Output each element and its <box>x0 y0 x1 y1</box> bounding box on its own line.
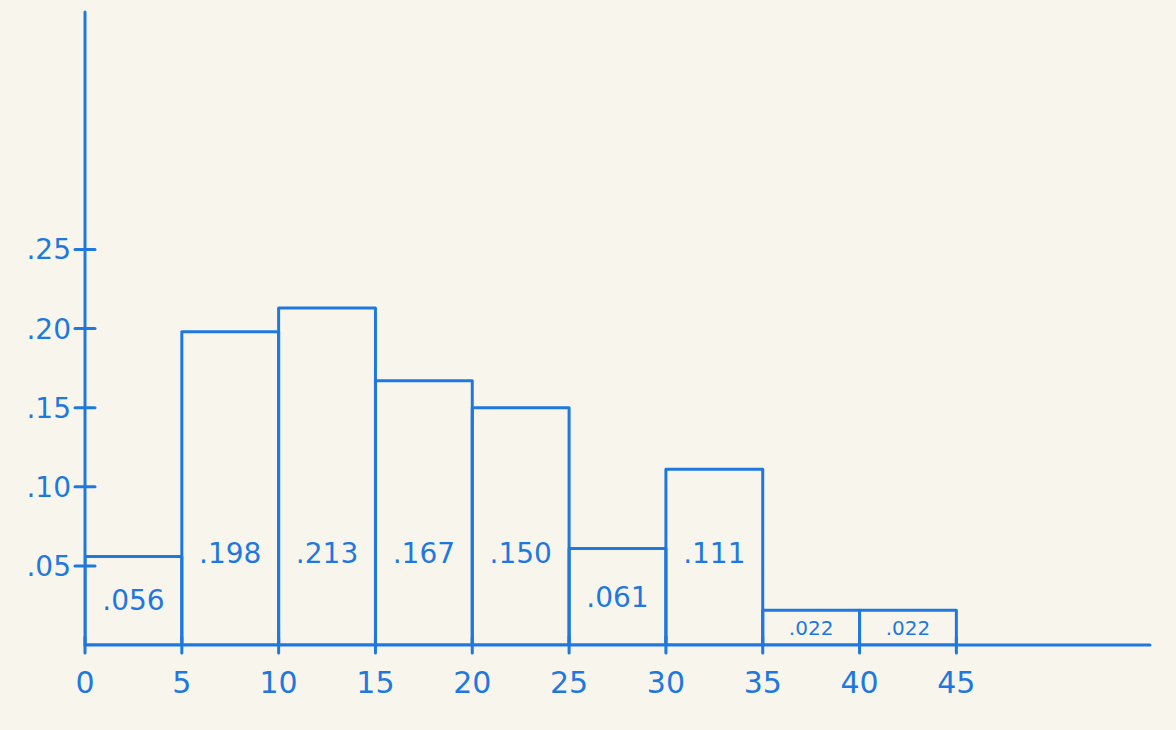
y-tick <box>75 485 95 488</box>
y-tick-label: .20 <box>26 313 71 346</box>
x-tick-label: 25 <box>550 665 588 700</box>
x-tick-label: 5 <box>172 665 191 700</box>
y-tick <box>75 564 95 567</box>
y-tick-label: .15 <box>26 392 71 425</box>
data-labels: .056 .198 .213 .167 .150 .061 .111 .022 .022 <box>102 537 930 640</box>
x-tick <box>471 637 474 653</box>
bar <box>666 469 763 645</box>
bar <box>85 556 182 645</box>
y-tick-label: .05 <box>26 550 71 583</box>
x-tick-label: 40 <box>840 665 878 700</box>
axes: .05 .10 .15 .20 .25 0 5 10 15 20 25 30 35 40 45 <box>26 12 1150 700</box>
data-label: .022 <box>886 616 931 640</box>
x-tick <box>955 637 958 653</box>
y-tick <box>75 248 95 251</box>
x-tick-label: 10 <box>260 665 298 700</box>
bar <box>182 332 279 645</box>
data-label: .167 <box>393 537 455 570</box>
y-tick-label: .25 <box>26 233 71 266</box>
x-tick <box>180 637 183 653</box>
x-tick <box>84 637 87 653</box>
bar <box>279 308 376 645</box>
data-label: .213 <box>296 537 358 570</box>
bar <box>860 610 957 645</box>
x-tick <box>858 637 861 653</box>
data-label: .022 <box>789 616 834 640</box>
x-tick-label: 35 <box>744 665 782 700</box>
bars <box>85 308 956 645</box>
x-axis <box>85 644 1150 647</box>
bar <box>569 548 666 645</box>
data-label: .111 <box>683 537 745 570</box>
bar <box>472 408 569 645</box>
data-label: .061 <box>586 581 648 614</box>
data-label: .150 <box>490 537 552 570</box>
y-tick <box>75 406 95 409</box>
chart: .056.198.213.167.150.061.111.022.022.05.… <box>0 0 1176 730</box>
x-tick-label: 15 <box>356 665 394 700</box>
x-tick <box>374 637 377 653</box>
x-tick <box>568 637 571 653</box>
x-tick-label: 20 <box>453 665 491 700</box>
bar <box>375 381 472 645</box>
x-tick-label: 0 <box>75 665 94 700</box>
data-label: .198 <box>199 537 261 570</box>
bar <box>763 610 860 645</box>
y-tick-label: .10 <box>26 471 71 504</box>
y-tick <box>75 327 95 330</box>
data-label: .056 <box>102 584 164 617</box>
x-tick-label: 45 <box>937 665 975 700</box>
x-tick <box>277 637 280 653</box>
x-tick <box>664 637 667 653</box>
x-tick-label: 30 <box>647 665 685 700</box>
x-tick <box>761 637 764 653</box>
